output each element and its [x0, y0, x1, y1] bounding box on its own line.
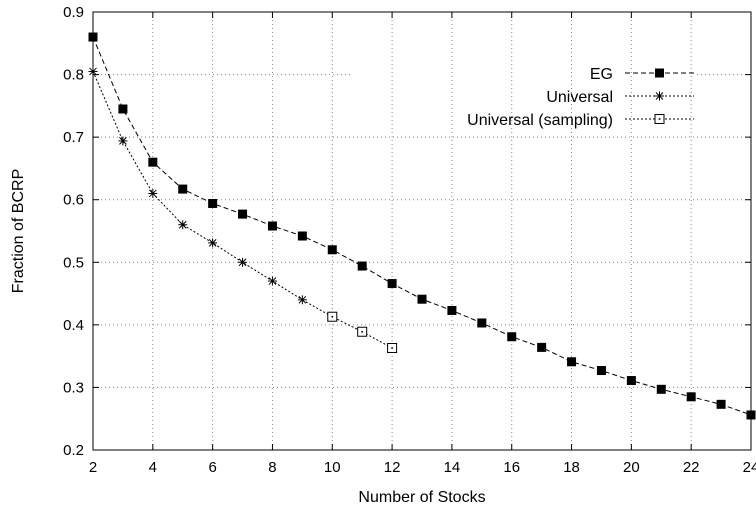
x-tick-label: 10	[324, 459, 341, 476]
legend-marker	[654, 114, 665, 124]
series-line	[92, 71, 303, 301]
data-point	[626, 376, 636, 386]
data-point	[596, 366, 606, 376]
data-point	[208, 238, 218, 248]
data-point	[267, 276, 277, 286]
marker-dot	[391, 347, 393, 349]
marker-stroke	[119, 137, 127, 145]
legend: EG Universal Universal (sampling)	[467, 66, 694, 129]
marker-stroke	[89, 67, 97, 76]
data-point	[656, 384, 666, 394]
y-tick-label: 0.7	[63, 129, 84, 146]
x-tick-label: 16	[503, 459, 520, 476]
series-line	[92, 36, 752, 416]
data-point	[267, 221, 277, 231]
y-tick-label: 0.6	[63, 192, 84, 209]
marker-stroke	[178, 220, 187, 229]
data-point	[746, 410, 756, 420]
axis-ticks: 0.20.30.40.50.60.70.80.92 4 6 8 10 12 14 16 18 20…	[63, 4, 756, 476]
y-tick-label: 0.4	[63, 317, 84, 334]
data-point	[357, 326, 368, 337]
data-point	[477, 318, 487, 328]
y-tick-label: 0.2	[63, 442, 84, 459]
x-tick-label: 2	[89, 459, 97, 476]
x-tick-label: 12	[384, 459, 401, 476]
y-tick-label: 0.5	[63, 254, 84, 271]
x-tick-label: 24	[743, 459, 756, 476]
data-point	[537, 342, 547, 352]
data-point	[148, 157, 158, 167]
data-point	[716, 399, 726, 409]
x-tick-label: 20	[623, 459, 640, 476]
data-point	[686, 392, 696, 402]
series-2	[302, 299, 398, 354]
y-axis-label: Fraction of BCRP	[10, 169, 27, 293]
marker-dot	[331, 315, 334, 318]
series-layer	[88, 32, 756, 420]
marker-stroke	[238, 258, 247, 267]
marker-stroke	[208, 239, 217, 247]
data-point	[88, 32, 98, 42]
x-tick-label: 22	[683, 459, 700, 476]
legend-label: Universal (sampling)	[467, 112, 613, 129]
data-point	[447, 305, 457, 315]
data-point	[238, 209, 248, 219]
series-1	[88, 66, 307, 305]
legend-label: Universal	[546, 89, 613, 106]
marker-dot	[658, 118, 661, 120]
series-line	[302, 299, 393, 349]
series-0	[88, 32, 756, 420]
data-point	[208, 198, 218, 208]
marker-stroke	[655, 92, 664, 100]
data-point	[327, 245, 337, 255]
grid	[93, 12, 751, 450]
data-point	[118, 136, 128, 146]
legend-marker	[655, 68, 664, 78]
data-point	[417, 294, 427, 304]
data-point	[148, 188, 158, 198]
data-point	[118, 104, 128, 114]
x-tick-label: 8	[268, 459, 276, 476]
data-point	[387, 343, 398, 354]
marker-stroke	[268, 277, 277, 285]
data-point	[357, 261, 367, 271]
x-axis-label: Number of Stocks	[358, 489, 485, 506]
data-point	[178, 184, 188, 194]
data-point	[88, 66, 98, 76]
x-tick-label: 14	[444, 459, 461, 476]
x-tick-label: 4	[149, 459, 157, 476]
data-point	[238, 257, 248, 267]
data-point	[297, 231, 307, 241]
data-point	[507, 332, 517, 342]
y-tick-label: 0.9	[63, 4, 84, 21]
x-tick-label: 6	[208, 459, 216, 476]
data-point	[387, 279, 397, 289]
legend-marker	[655, 91, 664, 101]
data-point	[567, 357, 577, 367]
plot-frame	[92, 11, 752, 451]
data-point	[178, 220, 188, 230]
legend-label: EG	[590, 66, 613, 83]
x-tick-label: 18	[563, 459, 580, 476]
marker-stroke	[148, 189, 157, 198]
y-tick-label: 0.8	[63, 67, 84, 84]
data-point	[327, 311, 338, 322]
marker-dot	[361, 330, 363, 333]
y-tick-label: 0.3	[63, 379, 84, 396]
